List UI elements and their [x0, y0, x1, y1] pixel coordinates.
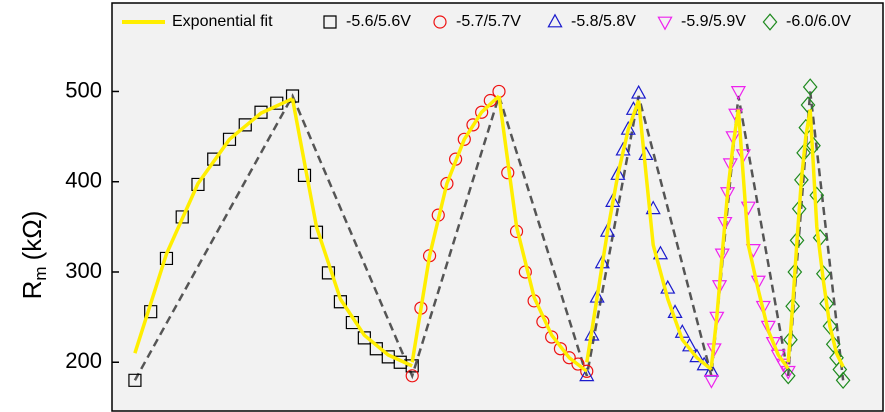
data-point: [579, 367, 595, 382]
data-point: [765, 336, 781, 351]
legend-label: -6.0/6.0V: [786, 13, 851, 30]
legend-marker: [762, 13, 778, 31]
data-point: [825, 335, 841, 353]
y-label-sub: m: [31, 266, 50, 280]
data-point: [414, 301, 428, 315]
data-point: [492, 84, 506, 99]
data-point: [309, 225, 324, 239]
legend-marker: [547, 13, 563, 28]
data-point: [431, 208, 445, 222]
legend-label: -5.9/5.9V: [681, 13, 746, 30]
data-point: [501, 166, 515, 180]
data-point: [405, 369, 419, 383]
data-point: [207, 152, 221, 166]
fit-line: [133, 94, 845, 373]
data-point: [254, 105, 268, 119]
data-point: [703, 374, 720, 389]
data-point: [770, 349, 786, 364]
data-point: [270, 96, 284, 110]
y-label-main: R: [17, 281, 47, 300]
data-point: [527, 294, 541, 308]
data-point: [222, 132, 237, 146]
data-point: [285, 89, 300, 103]
legend-label: Exponential fit: [172, 13, 273, 30]
data-point: [440, 176, 454, 191]
legend-marker: [433, 15, 447, 29]
y-axis-label: Rm (kΩ): [17, 211, 51, 300]
legend-marker: [323, 15, 337, 29]
data-point: [144, 305, 158, 319]
data-point: [760, 320, 776, 335]
legend-marker: [657, 16, 673, 31]
y-label-unit: (kΩ): [17, 211, 47, 261]
data-point: [545, 330, 559, 344]
data-point: [696, 356, 712, 371]
y-tick-label: 400: [65, 168, 102, 193]
legend-label: -5.6/5.6V: [346, 13, 411, 30]
y-tick-label: 200: [65, 348, 102, 373]
data-point: [518, 265, 532, 279]
data-point: [725, 131, 741, 146]
y-tick-label: 500: [65, 77, 102, 102]
data-point: [755, 300, 771, 315]
data-point: [128, 373, 142, 387]
data-point: [822, 317, 838, 335]
plot-area: [111, 2, 884, 412]
data-point: [780, 367, 796, 385]
data-point: [238, 118, 252, 132]
legend-label: -5.8/5.8V: [571, 13, 636, 30]
data-point: [802, 78, 818, 96]
legend-label: -5.7/5.7V: [456, 13, 521, 30]
data-point: [571, 357, 585, 371]
data-point: [730, 86, 746, 100]
data-point: [449, 152, 463, 166]
y-tick-label: 300: [65, 258, 102, 283]
data-point: [536, 315, 550, 329]
data-point: [422, 249, 437, 263]
data-point: [631, 84, 647, 99]
data-point: [652, 245, 669, 260]
data-point: [835, 371, 851, 390]
data-point: [509, 224, 524, 238]
